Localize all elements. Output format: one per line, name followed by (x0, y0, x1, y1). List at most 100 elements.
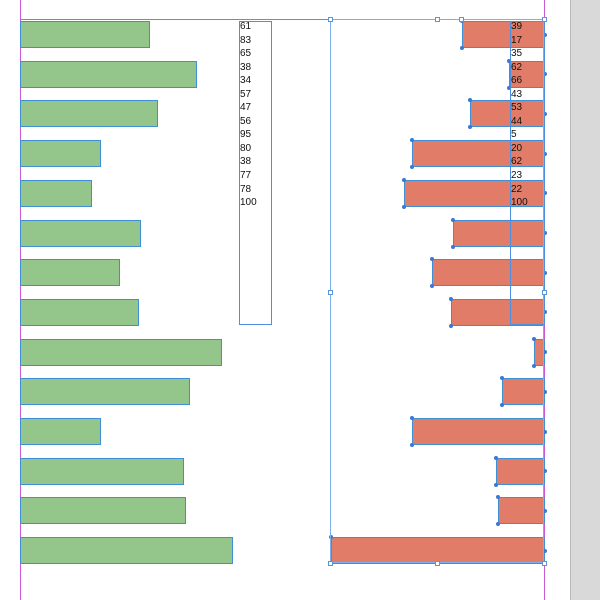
right-bar-10[interactable] (502, 378, 545, 406)
right-bar-1[interactable] (461, 21, 545, 48)
right-value-11: 62 (511, 156, 523, 168)
selection-handle-2[interactable] (435, 17, 440, 22)
right-bar-5-anchor-tl[interactable] (401, 177, 406, 182)
left-bar-5[interactable] (20, 179, 93, 207)
left-value-13: 78 (240, 183, 252, 195)
left-value-3: 65 (240, 48, 252, 60)
right-bar-7[interactable] (431, 259, 545, 287)
left-values-list: 61 83 65 38 34 57 47 56 95 80 38 77 78 100 (240, 20, 257, 210)
right-bar-10-anchor-bl[interactable] (500, 403, 505, 408)
right-bar-9-anchor-r[interactable] (543, 350, 547, 355)
left-bar-3[interactable] (20, 100, 159, 128)
left-value-8: 56 (240, 115, 252, 127)
right-value-7: 53 (511, 102, 523, 114)
left-bar-4[interactable] (20, 140, 101, 168)
selection-handle-8[interactable] (542, 561, 547, 566)
right-bar-2-anchor-tl[interactable] (506, 58, 511, 63)
right-bar-10-anchor-r[interactable] (543, 389, 547, 394)
right-bar-11-anchor-bl[interactable] (410, 443, 415, 447)
right-bar-5-anchor-r[interactable] (543, 191, 547, 196)
right-bar-1-anchor-bl[interactable] (459, 46, 464, 50)
left-value-9: 95 (240, 129, 252, 141)
right-bar-3-anchor-r[interactable] (543, 111, 547, 116)
right-bar-9-anchor-tl[interactable] (532, 336, 537, 341)
left-bar-9[interactable] (20, 338, 223, 366)
left-value-1: 61 (240, 21, 252, 32)
right-bar-12-anchor-tl[interactable] (493, 455, 498, 460)
right-bar-3-anchor-bl[interactable] (468, 125, 473, 130)
left-values-text-frame[interactable] (239, 21, 272, 325)
left-bar-11[interactable] (20, 418, 101, 445)
right-bar-11-anchor-r[interactable] (543, 429, 547, 434)
left-value-11: 38 (240, 156, 252, 168)
right-value-14: 100 (511, 197, 528, 209)
right-value-1: 39 (511, 21, 523, 32)
right-bar-4-anchor-tl[interactable] (410, 138, 415, 143)
left-value-7: 47 (240, 102, 252, 114)
top-margin-guide (20, 19, 545, 20)
left-bar-7[interactable] (20, 259, 121, 287)
right-bar-10-anchor-tl[interactable] (500, 376, 505, 381)
selection-handle-3[interactable] (542, 17, 547, 22)
right-bar-14-anchor-tl[interactable] (329, 535, 333, 540)
right-bar-6-anchor-bl[interactable] (450, 244, 455, 249)
left-value-6: 57 (240, 88, 252, 100)
right-bar-12-anchor-r[interactable] (543, 469, 547, 474)
right-bar-12-anchor-bl[interactable] (493, 482, 498, 487)
right-bar-4-anchor-bl[interactable] (410, 165, 415, 170)
left-bar-12[interactable] (20, 457, 184, 485)
right-bar-1-anchor-r[interactable] (543, 32, 547, 37)
right-value-4: 62 (511, 61, 523, 73)
selection-handle-7[interactable] (435, 561, 440, 566)
right-value-9: 5 (511, 129, 517, 141)
right-bar-8-anchor-r[interactable] (543, 310, 547, 315)
right-bar-4[interactable] (412, 140, 545, 168)
right-bar-13-anchor-r[interactable] (543, 508, 547, 513)
right-bar-2-anchor-bl[interactable] (506, 85, 511, 90)
right-bar-8-anchor-tl[interactable] (448, 296, 453, 301)
right-bar-7-anchor-bl[interactable] (429, 284, 434, 289)
left-bar-8[interactable] (20, 298, 140, 326)
left-bar-2[interactable] (20, 60, 197, 88)
left-value-5: 34 (240, 75, 252, 87)
right-value-10: 20 (511, 142, 523, 154)
right-bar-3[interactable] (470, 100, 545, 128)
right-bar-6-anchor-r[interactable] (543, 231, 547, 235)
right-bar-5-anchor-bl[interactable] (401, 204, 406, 209)
left-bar-14[interactable] (20, 537, 233, 565)
right-value-6: 43 (511, 88, 523, 100)
right-bar-7-anchor-r[interactable] (543, 270, 547, 275)
right-bar-11[interactable] (412, 418, 545, 445)
left-bar-13[interactable] (20, 497, 187, 525)
left-bar-10[interactable] (20, 378, 191, 406)
right-bar-4-anchor-r[interactable] (543, 151, 547, 156)
right-bar-13-anchor-bl[interactable] (495, 522, 500, 527)
right-bar-3-anchor-tl[interactable] (468, 98, 473, 103)
selection-handle-4[interactable] (328, 290, 333, 295)
right-bar-2-anchor-r[interactable] (543, 72, 547, 77)
right-bar-9-anchor-bl[interactable] (532, 363, 537, 368)
selection-handle-9[interactable] (459, 17, 464, 22)
left-value-10: 80 (240, 142, 252, 154)
right-bar-14[interactable] (331, 537, 545, 565)
left-value-4: 38 (240, 61, 252, 73)
right-bar-2[interactable] (508, 60, 545, 88)
right-values-text-frame[interactable] (510, 21, 545, 325)
left-bar-1[interactable] (20, 21, 150, 48)
right-bar-8[interactable] (450, 298, 545, 326)
selection-handle-6[interactable] (328, 561, 333, 566)
right-bar-13[interactable] (497, 497, 545, 525)
right-bar-6-anchor-tl[interactable] (450, 217, 455, 222)
left-value-14: 100 (240, 197, 257, 209)
right-bar-13-anchor-tl[interactable] (495, 495, 500, 500)
selection-handle-10[interactable] (542, 290, 547, 295)
selection-handle-1[interactable] (328, 17, 333, 22)
right-bar-5[interactable] (403, 179, 545, 207)
right-bar-14-anchor-r[interactable] (543, 548, 547, 553)
left-bar-6[interactable] (20, 219, 142, 247)
right-bar-11-anchor-tl[interactable] (410, 416, 415, 420)
right-bar-7-anchor-tl[interactable] (429, 257, 434, 262)
right-bar-8-anchor-bl[interactable] (448, 323, 453, 328)
side-panel-scroll-area[interactable] (570, 0, 600, 600)
